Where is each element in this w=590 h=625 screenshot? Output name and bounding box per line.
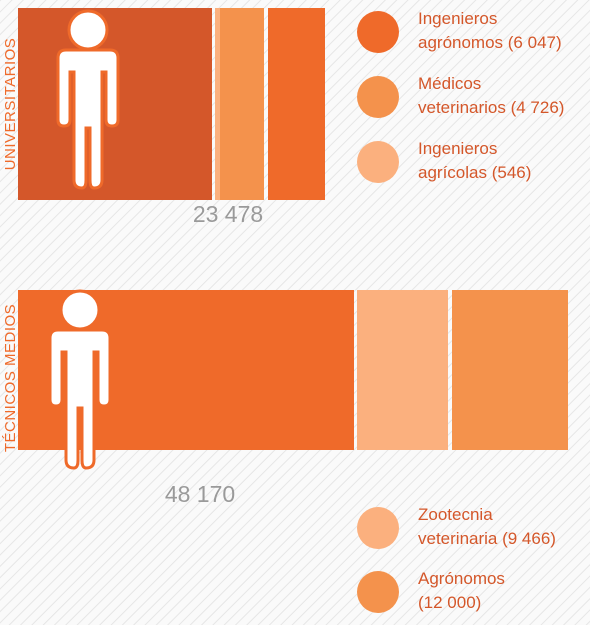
group-label: TÉCNICOS MEDIOS xyxy=(2,304,19,452)
bar-segment xyxy=(215,8,220,200)
bar-segment xyxy=(268,8,325,200)
total: 23 478 xyxy=(193,201,263,227)
legend-dot xyxy=(357,507,399,549)
bar-segment xyxy=(452,290,568,450)
legend-dot xyxy=(357,11,399,53)
total: 48 170 xyxy=(165,481,235,507)
legend-text: agrónomos (6 047) xyxy=(418,33,562,52)
tecnicos-bar xyxy=(18,289,568,470)
bar-segment xyxy=(220,8,264,200)
universitarios-bar xyxy=(18,8,325,200)
legend-text: agrícolas (546) xyxy=(418,163,531,182)
legend-text: veterinaria (9 466) xyxy=(418,529,556,548)
bar-segment xyxy=(357,290,448,450)
legend-text: Agrónomos xyxy=(418,569,505,588)
legend-dot xyxy=(357,141,399,183)
legend-dot xyxy=(357,571,399,613)
legend-text: Ingenieros xyxy=(418,139,497,158)
legend-text: (12 000) xyxy=(418,593,481,612)
legend-dot xyxy=(357,76,399,118)
legend-text: veterinarios (4 726) xyxy=(418,98,564,117)
legend-text: Médicos xyxy=(418,74,481,93)
group-label: UNIVERSITARIOS xyxy=(2,38,19,171)
legend-text: Ingenieros xyxy=(418,9,497,28)
legend-text: Zootecnia xyxy=(418,505,493,524)
